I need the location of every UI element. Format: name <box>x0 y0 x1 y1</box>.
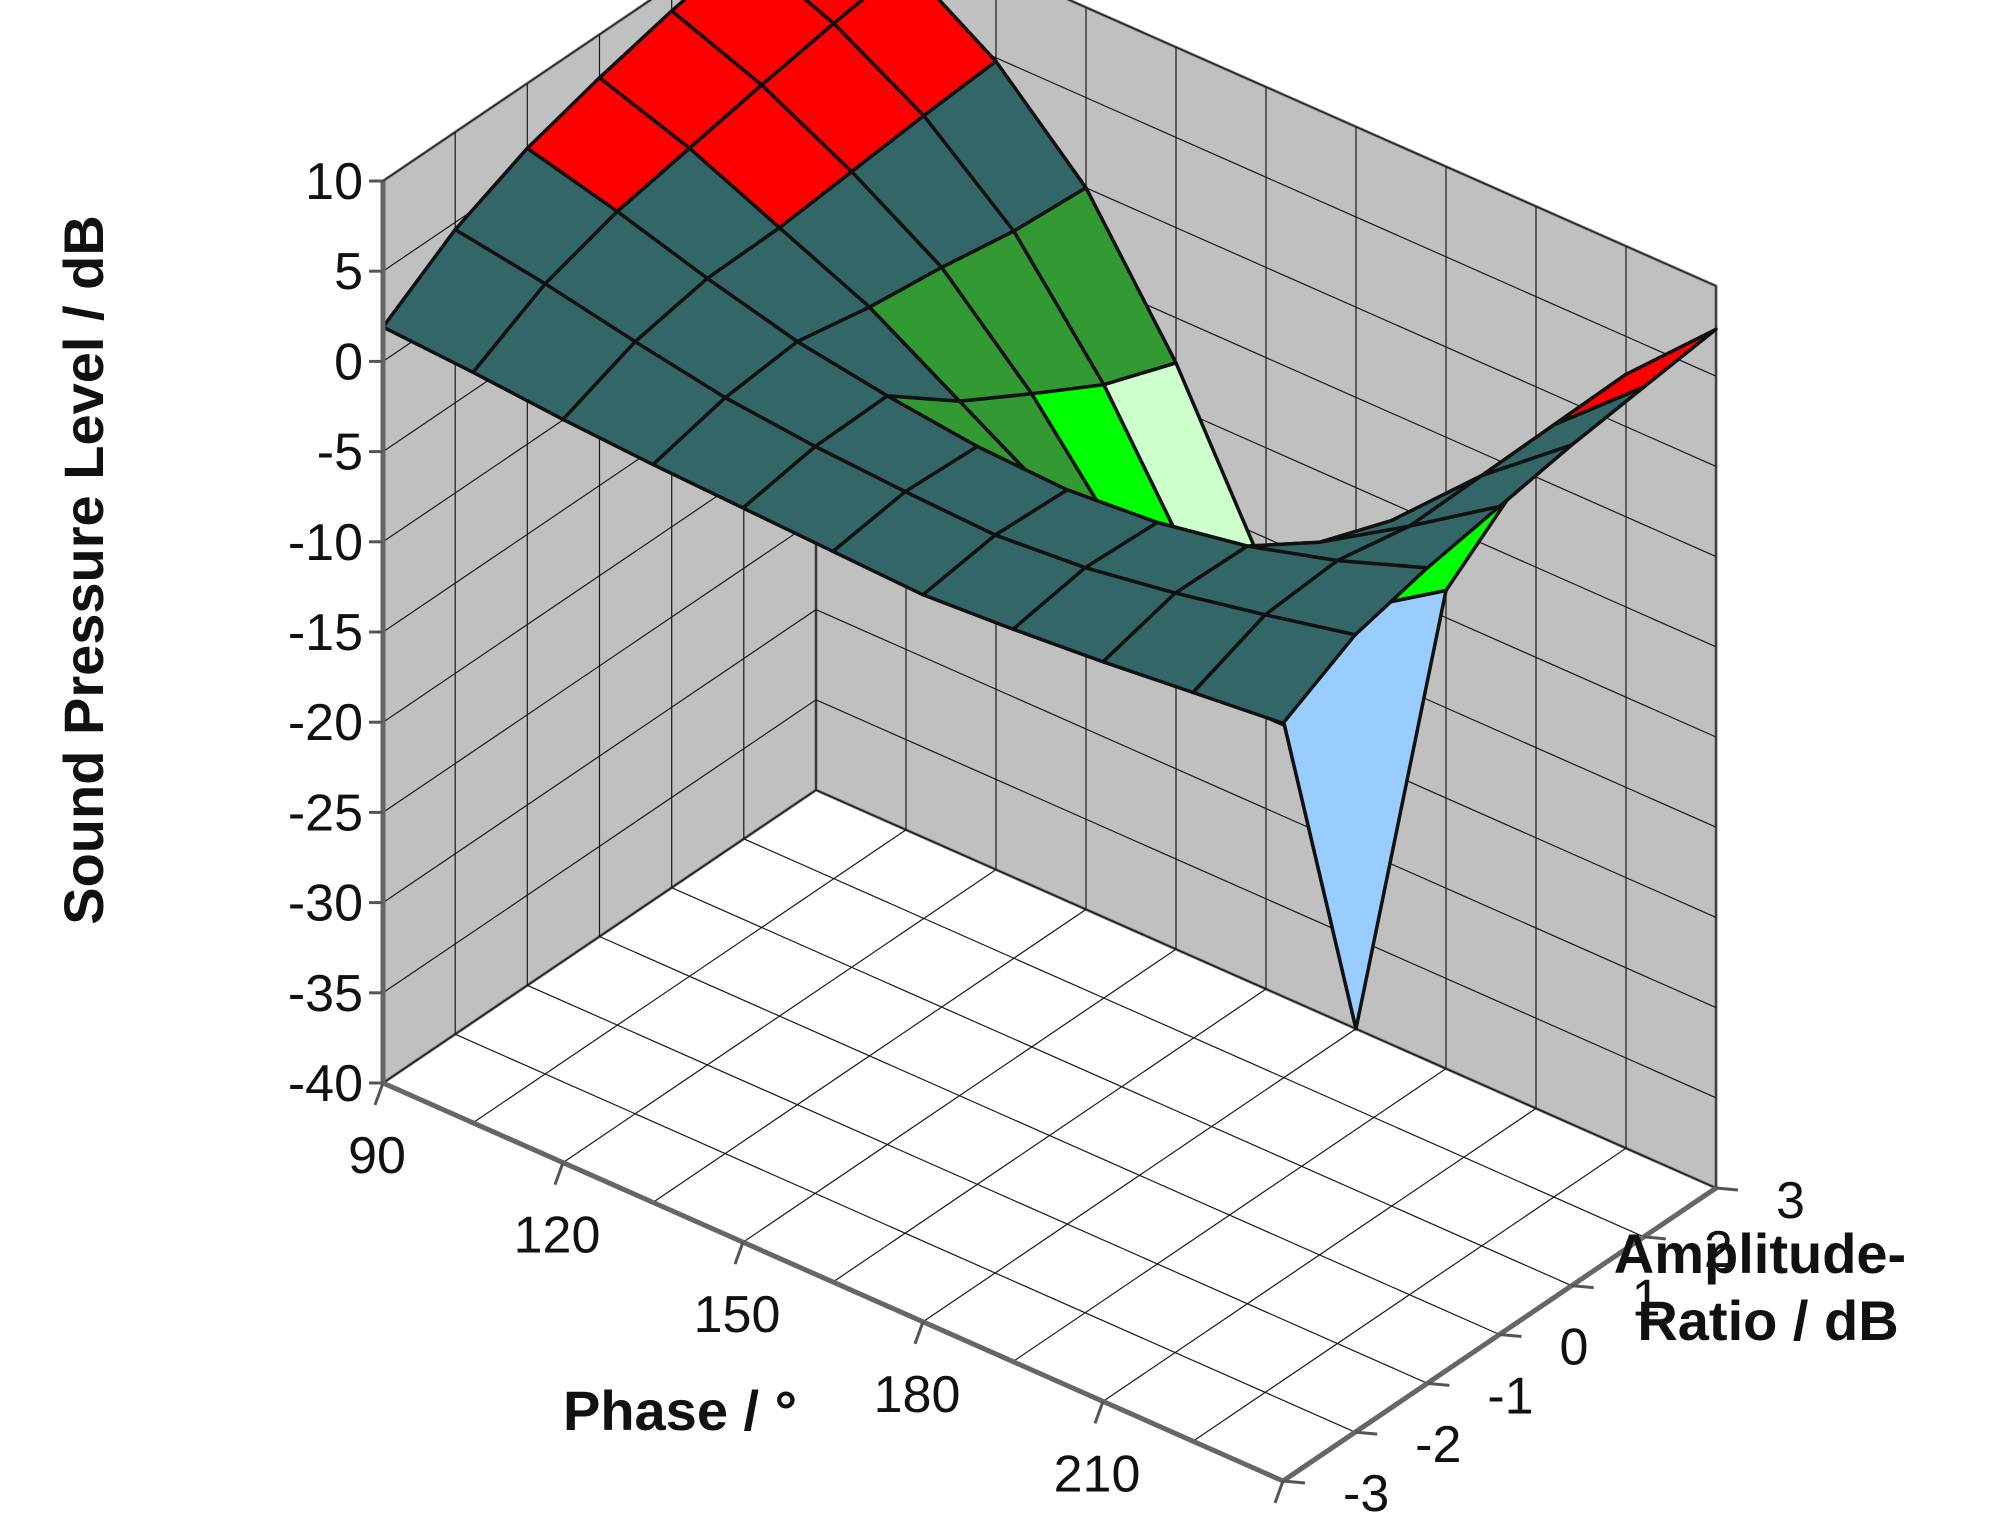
surface-cell <box>803 0 866 26</box>
y-tick-label: -2 <box>1415 1416 1461 1474</box>
z-tick-label: 0 <box>334 333 363 391</box>
z-tick-label: -35 <box>288 965 363 1023</box>
y-axis-title-line2: Ratio / dB <box>1637 1289 1898 1352</box>
y-tick-mark <box>1355 1430 1378 1436</box>
x-axis-title: Phase / ° <box>563 1379 797 1442</box>
x-tick-label: 90 <box>348 1127 406 1185</box>
x-tick-mark <box>733 1241 745 1265</box>
x-tick-label: 150 <box>694 1286 781 1344</box>
y-axis-title-line1: Amplitude- <box>1614 1222 1906 1285</box>
z-tick-label: 10 <box>305 153 363 211</box>
z-axis-title: Sound Pressure Level / dB <box>52 215 115 925</box>
y-tick-label: 2 <box>1704 1221 1733 1279</box>
y-tick-mark <box>1282 1479 1306 1485</box>
x-tick-label: 120 <box>514 1207 601 1265</box>
y-tick-label: 3 <box>1776 1172 1805 1230</box>
surface-mesh <box>381 0 1718 1031</box>
z-tick-label: 5 <box>334 243 363 301</box>
y-tick-mark <box>1715 1186 1739 1192</box>
y-tick-label: 0 <box>1560 1319 1589 1377</box>
z-tick-label: -30 <box>288 875 363 933</box>
x-axis-line <box>381 1080 1285 1484</box>
y-tick-mark <box>1427 1381 1450 1387</box>
x-tick-mark <box>373 1082 385 1106</box>
z-tick-label: -25 <box>288 784 363 842</box>
y-tick-mark <box>1571 1284 1594 1290</box>
x-tick-label: 210 <box>1054 1445 1141 1503</box>
surface-cell <box>1191 613 1357 726</box>
x-tick-label: 180 <box>874 1366 961 1424</box>
y-tick-label: 1 <box>1632 1270 1661 1328</box>
z-axis-ticks: 10 5 0 -5 -10 -15 -20 -25 -30 -35 -40 <box>288 153 383 1113</box>
z-tick-label: -40 <box>288 1055 363 1113</box>
x-tick-mark <box>1273 1480 1285 1504</box>
x-tick-mark <box>1093 1400 1105 1424</box>
x-tick-mark <box>553 1162 565 1186</box>
z-tick-label: -5 <box>317 424 363 482</box>
y-tick-label: -3 <box>1343 1465 1389 1513</box>
z-tick-label: -20 <box>288 694 363 752</box>
y-tick-mark <box>1499 1333 1522 1338</box>
x-axis-ticks: 90120150180210240 <box>348 1082 1285 1504</box>
x-tick-mark <box>913 1321 925 1345</box>
y-tick-mark <box>1643 1235 1666 1241</box>
z-tick-label: -10 <box>288 514 363 572</box>
amplitude-gridline <box>454 132 1356 1433</box>
z-tick-label: -15 <box>288 604 363 662</box>
y-tick-label: -1 <box>1487 1367 1533 1425</box>
